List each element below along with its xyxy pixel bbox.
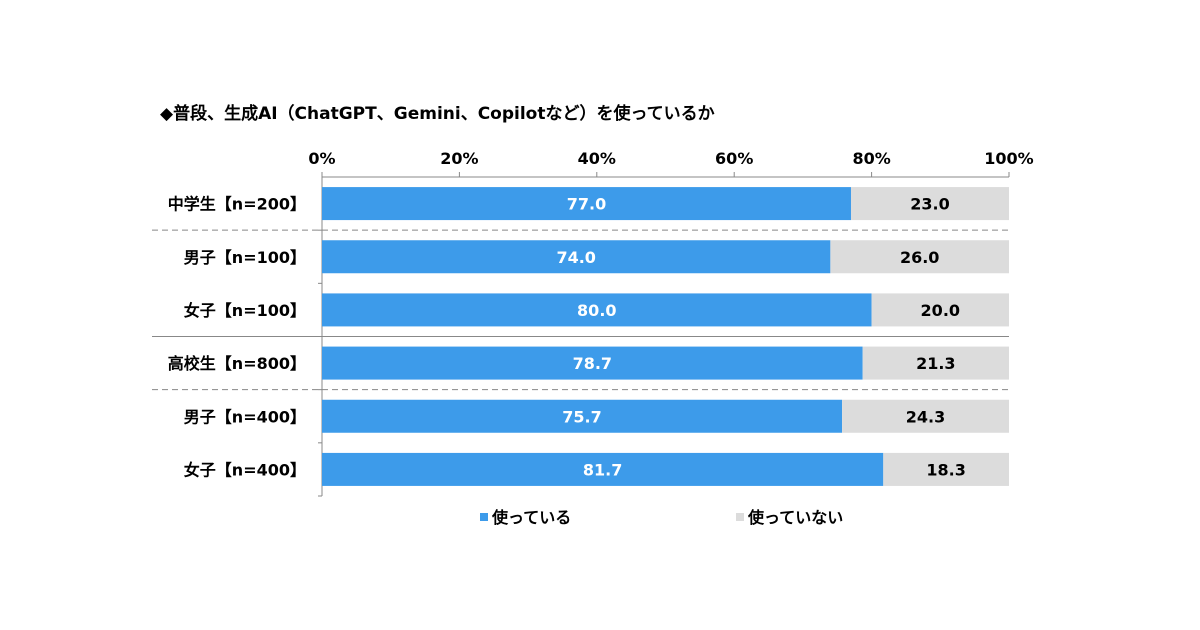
data-label: 21.3 [916,354,955,373]
bar-segment [322,187,851,221]
data-label: 20.0 [921,301,960,320]
bar-segment [322,293,872,327]
x-tick-label: 40% [578,149,616,168]
legend-swatch [736,513,744,521]
data-label: 74.0 [556,248,595,267]
legend: 使っている 使っていない [480,508,843,527]
bar-segment [322,346,863,380]
bar-segment [871,293,1009,327]
bar-segment [322,452,884,486]
category-label: 男子【n=100】 [184,248,306,267]
x-tick-label: 100% [984,149,1033,168]
bar-segment [842,399,1009,433]
data-label: 18.3 [926,460,965,479]
data-label: 26.0 [900,248,939,267]
data-label: 75.7 [562,407,601,426]
bar-segment [322,399,843,433]
data-label: 24.3 [906,407,945,426]
x-axis: 0% 20% 40% 60% 80% 100% [308,149,1034,178]
data-label: 78.7 [573,354,612,373]
data-label: 77.0 [567,195,606,214]
legend-label: 使っていない [747,508,843,527]
category-label: 女子【n=400】 [184,460,306,479]
category-label: 男子【n=400】 [184,407,306,426]
bar-segment [883,452,1009,486]
x-tick-label: 20% [440,149,478,168]
plot-area: 77.0 23.0 中学生【n=200】 74.0 26.0 男子【n=100】 80.0 2… [152,177,1009,497]
legend-swatch [480,513,488,521]
legend-label: 使っている [491,508,571,527]
chart-title: ◆普段、生成AI（ChatGPT、Gemini、Copilotなど）を使っている… [160,103,715,124]
category-label: 中学生【n=200】 [168,195,306,214]
x-tick-label: 0% [308,149,335,168]
x-tick-label: 80% [852,149,890,168]
bar-segment [862,346,1009,380]
bar-segment [830,240,1009,274]
x-tick-label: 60% [715,149,753,168]
data-label: 80.0 [577,301,616,320]
data-label: 23.0 [910,195,949,214]
data-label: 81.7 [583,460,622,479]
category-label: 女子【n=100】 [184,301,306,320]
category-label: 高校生【n=800】 [168,354,306,373]
bar-segment [322,240,831,274]
bar-segment [850,187,1009,221]
